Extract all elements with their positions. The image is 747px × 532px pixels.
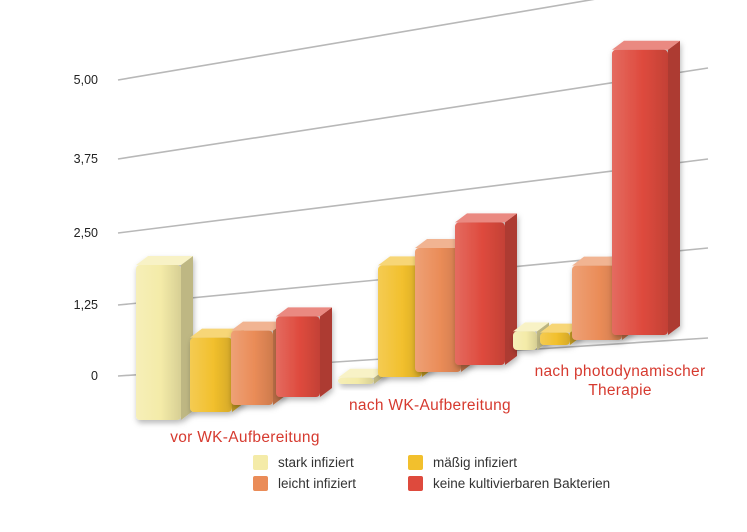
bar-top bbox=[612, 40, 680, 50]
legend-item: stark infiziert bbox=[253, 455, 354, 470]
legend-swatch bbox=[253, 476, 268, 491]
bar bbox=[136, 256, 193, 420]
bar-front bbox=[231, 330, 273, 405]
bar-front bbox=[136, 265, 181, 420]
bar-top bbox=[455, 213, 517, 223]
bar-front bbox=[513, 331, 537, 350]
bar-front bbox=[338, 377, 374, 384]
legend-item: mäßig infiziert bbox=[408, 455, 517, 470]
legend-label: mäßig infiziert bbox=[433, 455, 517, 470]
legend-swatch bbox=[408, 455, 423, 470]
category-labels: vor WK-Aufbereitung nach WK-Aufbereitung n… bbox=[170, 363, 705, 446]
bar-top bbox=[136, 256, 193, 265]
bar-top bbox=[276, 307, 332, 317]
legend-label: leicht infiziert bbox=[278, 476, 356, 491]
legend-item: keine kultivierbaren Bakterien bbox=[408, 476, 610, 491]
gridline bbox=[117, 67, 709, 160]
y-tick-label: 0 bbox=[91, 369, 98, 383]
bar-front bbox=[378, 265, 422, 377]
bar-side bbox=[668, 40, 680, 336]
y-tick-label: 1,25 bbox=[74, 298, 98, 312]
legend-swatch bbox=[408, 476, 423, 491]
legend-swatch bbox=[253, 455, 268, 470]
bar bbox=[276, 307, 332, 397]
bar-front bbox=[276, 316, 320, 397]
gridline bbox=[117, 0, 595, 81]
legend: stark infiziert mäßig infiziert leicht inf… bbox=[253, 455, 610, 491]
bar-front bbox=[612, 49, 668, 336]
bar-top bbox=[338, 368, 386, 378]
legend-item: leicht infiziert bbox=[253, 476, 356, 491]
bar-top bbox=[513, 322, 549, 332]
legend-label: stark infiziert bbox=[278, 455, 354, 470]
bars bbox=[136, 40, 680, 420]
bar-front bbox=[540, 332, 570, 345]
bar-front bbox=[190, 337, 232, 412]
y-tick-label: 3,75 bbox=[74, 152, 98, 166]
y-axis-ticks: 0 1,25 2,50 3,75 5,00 bbox=[74, 73, 98, 383]
bar-top bbox=[231, 321, 285, 331]
category-label: vor WK-Aufbereitung bbox=[170, 429, 320, 446]
gridline bbox=[117, 158, 709, 234]
bar bbox=[612, 40, 680, 336]
legend-label: keine kultivierbaren Bakterien bbox=[433, 476, 610, 491]
category-label: nach photodynamischer Therapie bbox=[535, 363, 706, 399]
bar-side bbox=[505, 213, 517, 365]
bar-top bbox=[190, 328, 244, 338]
bar bbox=[455, 213, 517, 365]
bar-front bbox=[572, 265, 622, 340]
bar-front bbox=[455, 222, 505, 365]
y-tick-label: 2,50 bbox=[74, 226, 98, 240]
bar-top bbox=[540, 323, 582, 333]
category-label: nach WK-Aufbereitung bbox=[349, 397, 511, 414]
bar-side bbox=[320, 307, 332, 397]
y-tick-label: 5,00 bbox=[74, 73, 98, 87]
bar-front bbox=[415, 248, 461, 372]
